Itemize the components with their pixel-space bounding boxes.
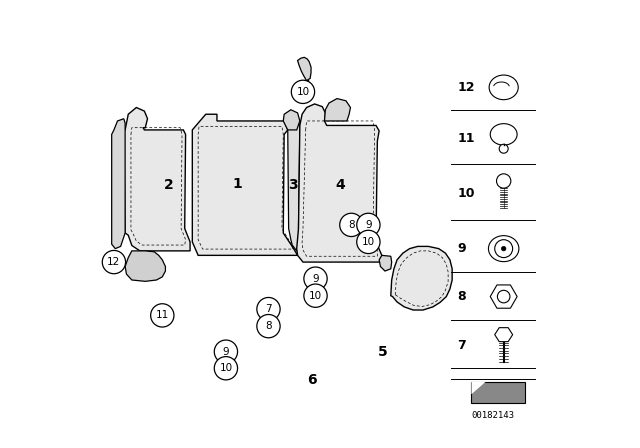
Circle shape	[257, 314, 280, 338]
Ellipse shape	[489, 75, 518, 99]
Circle shape	[356, 213, 380, 237]
Text: 9: 9	[365, 220, 372, 230]
Polygon shape	[288, 121, 303, 251]
Text: 00182143: 00182143	[472, 411, 515, 420]
Text: 9: 9	[312, 274, 319, 284]
Polygon shape	[472, 382, 486, 394]
Text: 2: 2	[164, 177, 173, 192]
Circle shape	[304, 267, 327, 290]
Circle shape	[499, 144, 508, 153]
Circle shape	[291, 80, 315, 103]
Circle shape	[340, 213, 363, 237]
Text: 12: 12	[108, 257, 120, 267]
Polygon shape	[284, 110, 300, 130]
Circle shape	[304, 284, 327, 307]
Ellipse shape	[490, 124, 517, 145]
Polygon shape	[125, 251, 165, 281]
Circle shape	[214, 340, 237, 363]
Circle shape	[257, 297, 280, 321]
Polygon shape	[324, 99, 351, 121]
Text: 10: 10	[220, 363, 232, 373]
Text: 7: 7	[265, 304, 272, 314]
Text: 3: 3	[288, 177, 298, 192]
Text: 9: 9	[223, 347, 229, 357]
Polygon shape	[495, 327, 513, 342]
Text: 5: 5	[378, 345, 388, 359]
Polygon shape	[490, 285, 517, 308]
Text: 11: 11	[156, 310, 169, 320]
Text: 6: 6	[308, 373, 317, 387]
Text: 11: 11	[458, 132, 475, 146]
Text: 12: 12	[458, 81, 475, 94]
Circle shape	[495, 240, 513, 258]
Polygon shape	[297, 104, 382, 262]
Text: 8: 8	[458, 290, 466, 303]
Polygon shape	[379, 255, 392, 271]
Ellipse shape	[488, 236, 519, 262]
Text: 4: 4	[335, 177, 345, 192]
Polygon shape	[111, 119, 125, 249]
Text: 8: 8	[265, 321, 272, 331]
Circle shape	[214, 357, 237, 380]
Text: 8: 8	[348, 220, 355, 230]
Circle shape	[502, 246, 506, 251]
Text: 10: 10	[362, 237, 375, 247]
Text: 9: 9	[458, 242, 466, 255]
Circle shape	[150, 304, 174, 327]
Circle shape	[356, 230, 380, 254]
Text: 10: 10	[458, 187, 475, 200]
Polygon shape	[303, 81, 308, 90]
Circle shape	[102, 250, 125, 274]
Text: 7: 7	[458, 339, 467, 353]
Polygon shape	[298, 57, 311, 81]
Polygon shape	[391, 246, 452, 310]
Text: 10: 10	[309, 291, 322, 301]
Circle shape	[497, 174, 511, 188]
Circle shape	[497, 290, 510, 303]
Polygon shape	[124, 108, 190, 251]
Bar	[472, 382, 525, 403]
Text: 10: 10	[296, 87, 310, 97]
Text: 1: 1	[232, 177, 242, 191]
Polygon shape	[192, 114, 298, 255]
